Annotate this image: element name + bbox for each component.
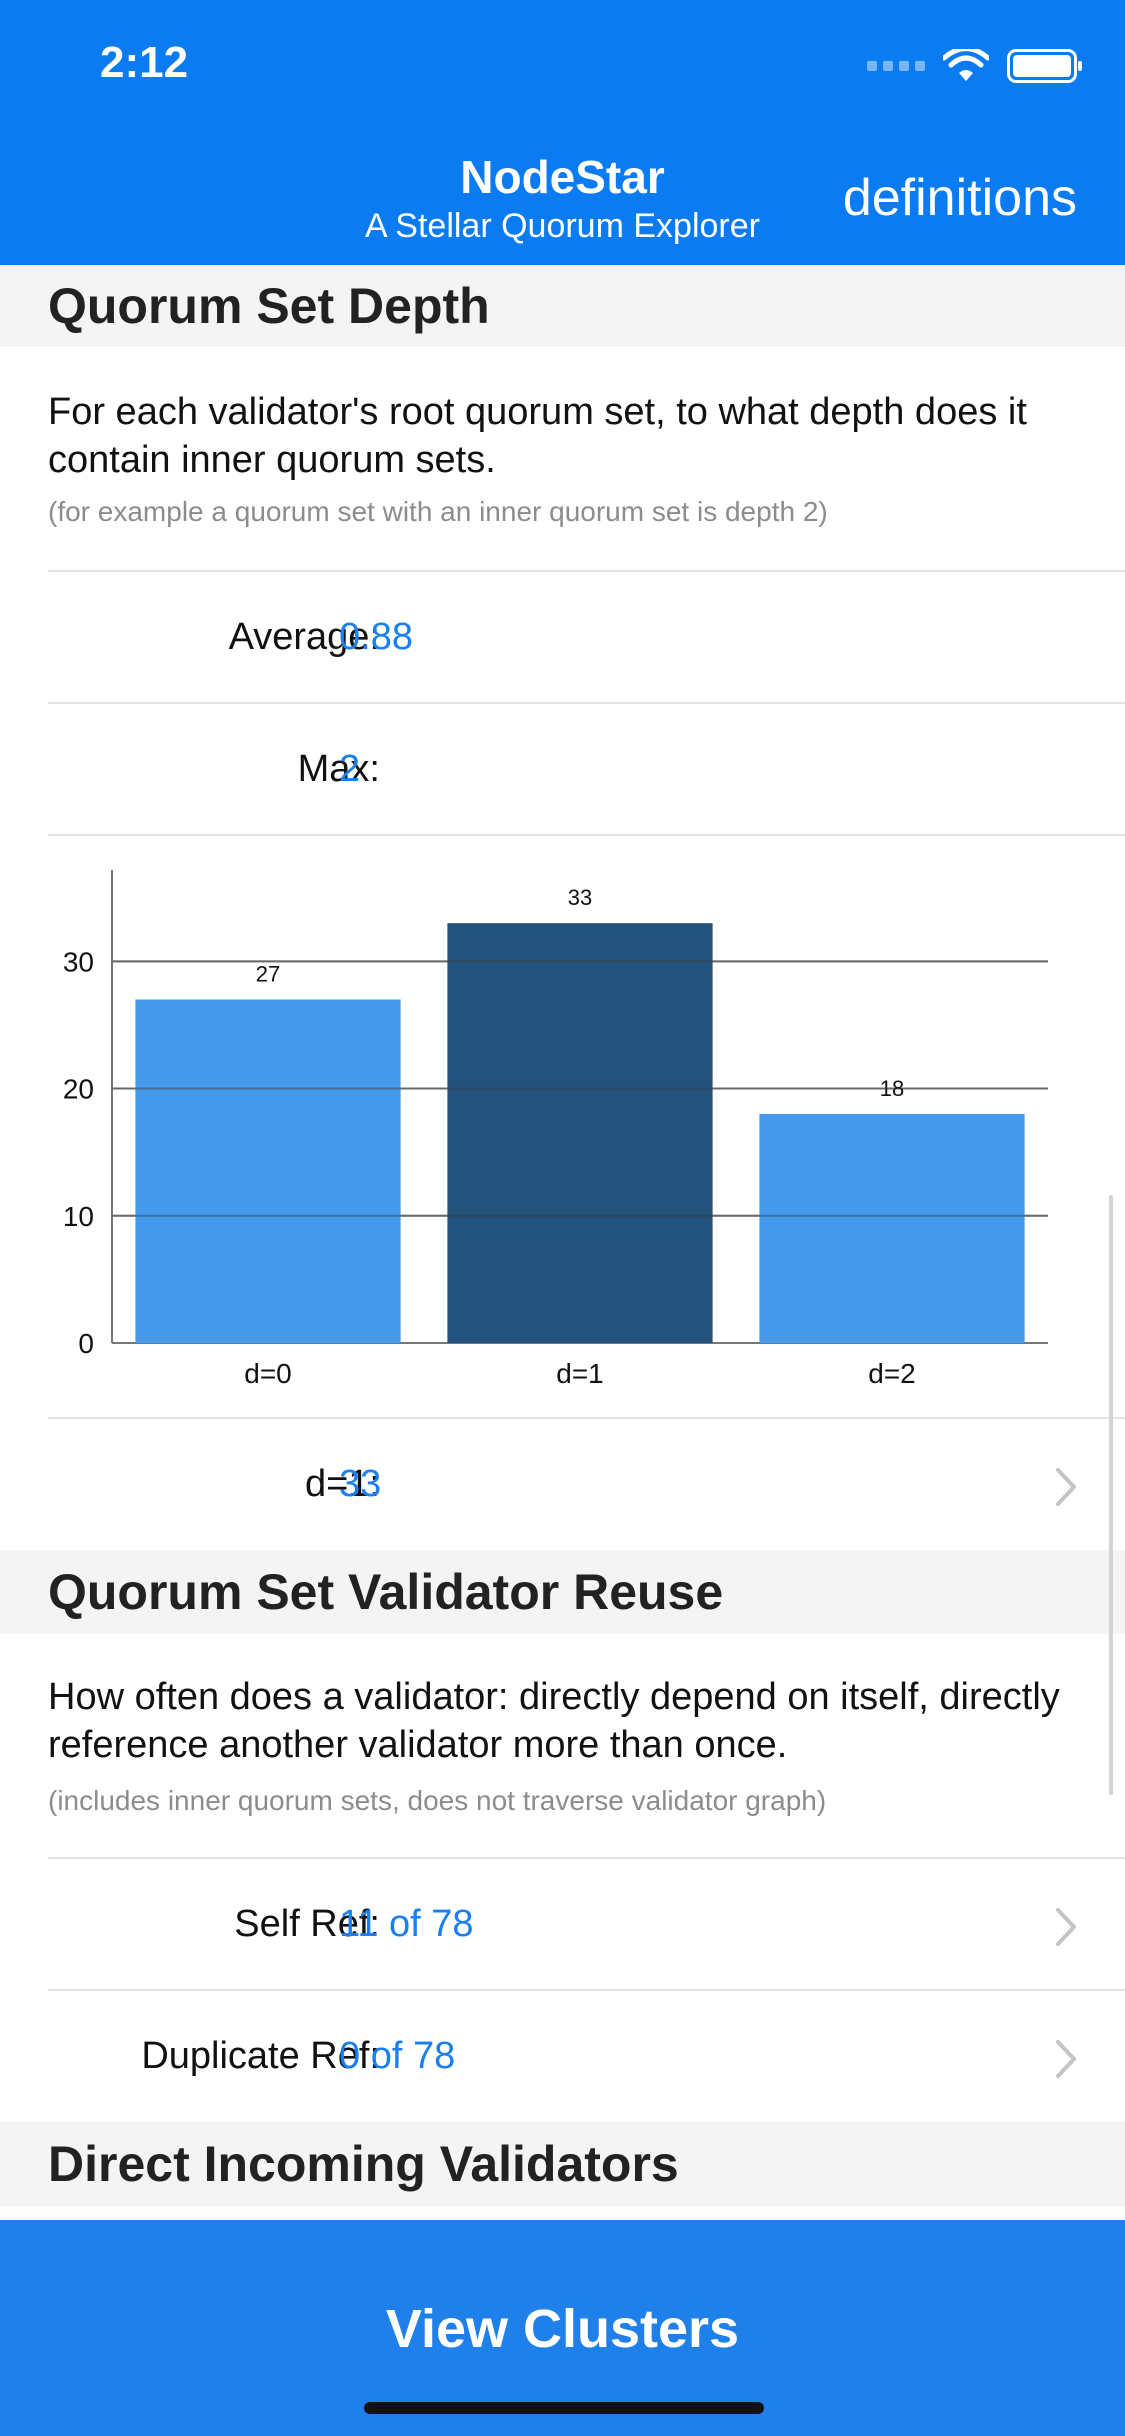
home-indicator bbox=[364, 2402, 764, 2414]
average-label: Average: bbox=[228, 616, 380, 658]
chevron-right-icon bbox=[1056, 2040, 1076, 2078]
x-tick-label: d=1 bbox=[556, 1358, 604, 1389]
max-label: Max: bbox=[297, 748, 380, 790]
self-ref-label: Self Ref: bbox=[234, 1903, 380, 1945]
battery-icon bbox=[1007, 49, 1082, 83]
duplicate-ref-row[interactable]: Duplicate Ref: 0 of 78 bbox=[48, 1989, 1125, 2121]
self-ref-row[interactable]: Self Ref: 11 of 78 bbox=[48, 1857, 1125, 1989]
app-subtitle: A Stellar Quorum Explorer bbox=[365, 207, 760, 245]
x-tick-label: d=0 bbox=[244, 1358, 292, 1389]
depth-bar-chart[interactable]: 0 10 20 30 27 d=0 33 d=1 18 d=2 bbox=[48, 840, 1125, 1400]
bar-d=2 bbox=[759, 1114, 1025, 1343]
app-title: NodeStar bbox=[460, 151, 665, 203]
y-tick-label: 0 bbox=[78, 1328, 94, 1359]
section-header-depth: Quorum Set Depth bbox=[0, 265, 1125, 347]
average-value: 0.88 bbox=[339, 616, 413, 658]
selected-depth-label: d=1: bbox=[304, 1463, 380, 1505]
section-header-incoming: Direct Incoming Validators bbox=[0, 2122, 1125, 2206]
signal-icon bbox=[867, 61, 925, 71]
data-label: 27 bbox=[256, 962, 280, 987]
section-header-reuse: Quorum Set Validator Reuse bbox=[0, 1550, 1125, 1634]
y-tick-label: 20 bbox=[63, 1074, 94, 1105]
data-label: 33 bbox=[568, 885, 592, 910]
bar-d=0 bbox=[135, 999, 401, 1343]
x-tick-label: d=2 bbox=[868, 1358, 916, 1389]
scrollbar[interactable] bbox=[1109, 1195, 1113, 1795]
duplicate-ref-label: Duplicate Ref: bbox=[141, 2035, 380, 2077]
average-row: Average: 0.88 bbox=[48, 570, 1125, 702]
selected-depth-value: 33 bbox=[339, 1463, 382, 1505]
data-label: 18 bbox=[880, 1076, 904, 1101]
y-tick-label: 30 bbox=[63, 946, 94, 977]
definitions-button[interactable]: definitions bbox=[842, 169, 1077, 227]
view-clusters-button[interactable] bbox=[0, 2220, 1125, 2436]
depth-description: For each validator's root quorum set, to… bbox=[48, 391, 1027, 481]
max-row: Max: 2 bbox=[48, 702, 1125, 834]
max-value: 2 bbox=[339, 748, 361, 790]
view-clusters-label: View Clusters bbox=[385, 2299, 740, 2359]
navigation-bar bbox=[0, 0, 1125, 265]
y-tick-label: 10 bbox=[63, 1201, 94, 1232]
selected-depth-row[interactable]: d=1: 33 bbox=[48, 1417, 1125, 1549]
reuse-description: How often does a validator: directly dep… bbox=[48, 1676, 1060, 1766]
duplicate-ref-value: 0 of 78 bbox=[339, 2035, 456, 2077]
status-time: 2:12 bbox=[100, 38, 189, 87]
wifi-icon bbox=[943, 49, 989, 81]
chart-divider bbox=[48, 834, 1125, 840]
self-ref-value: 11 of 78 bbox=[339, 1903, 474, 1945]
chevron-right-icon bbox=[1056, 1468, 1076, 1506]
depth-note: (for example a quorum set with an inner … bbox=[48, 496, 828, 527]
reuse-note: (includes inner quorum sets, does not tr… bbox=[48, 1785, 827, 1816]
bar-d=1 bbox=[447, 923, 713, 1343]
chevron-right-icon bbox=[1056, 1908, 1076, 1946]
status-icons bbox=[867, 46, 1082, 86]
